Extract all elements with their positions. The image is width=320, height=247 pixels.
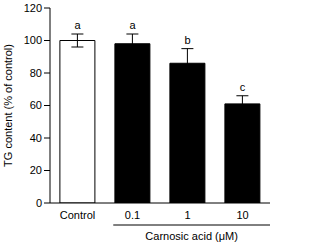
svg-text:a: a [74,19,81,31]
svg-text:100: 100 [24,34,42,46]
svg-text:b: b [184,34,190,46]
svg-text:a: a [129,19,136,31]
svg-text:120: 120 [24,2,42,14]
svg-text:10: 10 [236,209,248,221]
svg-text:Control: Control [60,209,95,221]
svg-text:80: 80 [30,67,42,79]
svg-text:60: 60 [30,99,42,111]
svg-text:0.1: 0.1 [125,209,140,221]
svg-text:1: 1 [184,209,190,221]
svg-text:c: c [240,81,246,93]
svg-text:Carnosic acid (μM): Carnosic acid (μM) [145,230,238,242]
svg-text:20: 20 [30,164,42,176]
svg-text:40: 40 [30,132,42,144]
svg-text:0: 0 [36,197,42,209]
svg-text:TG content (% of control): TG content (% of control) [8,44,14,167]
